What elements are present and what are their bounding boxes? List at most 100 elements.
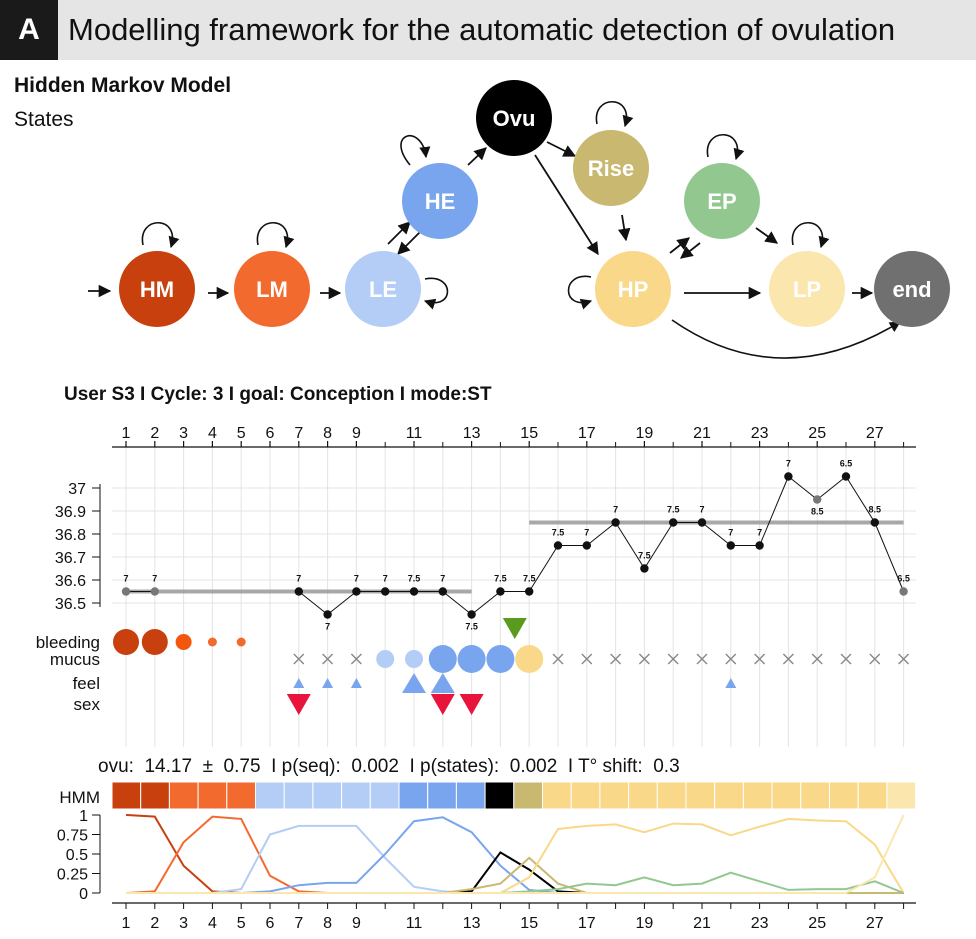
temperature-segment [442, 591, 472, 615]
feel-triangle [725, 678, 737, 688]
temperature-point-label: 7 [354, 574, 359, 584]
bleeding-dot [236, 637, 246, 647]
mucus-x-mark [754, 653, 766, 665]
bleeding-dot [113, 629, 139, 655]
temperature-point-label: 7 [699, 505, 704, 515]
temperature-point-label: 6.5 [840, 459, 853, 469]
top-axis-tick-label: 1 [122, 425, 131, 442]
self-loop-he [400, 135, 431, 166]
panel-banner [0, 0, 976, 60]
top-axis-tick-label: 6 [266, 425, 275, 442]
bottom-axis-tick-label: 19 [636, 915, 654, 932]
feel-triangle [402, 673, 426, 693]
temperature-point-label: 7 [440, 574, 445, 584]
top-axis-tick-label: 25 [808, 425, 826, 442]
temperature-point-label: 7.5 [494, 574, 507, 584]
temperature-point [611, 518, 620, 527]
temperature-point-label: 7 [296, 574, 301, 584]
mucus-x-mark [293, 653, 305, 665]
self-loop-hp [567, 275, 593, 310]
prob-y-tick-label: 0.5 [66, 847, 88, 864]
top-axis-tick-label: 7 [294, 425, 303, 442]
hmm-bar-cell [226, 781, 257, 810]
arrow-hp-ep [669, 237, 690, 254]
row-label-mucus: mucus [50, 650, 100, 669]
state-label-lm: LM [256, 277, 288, 302]
hmm-state-bar: HMM [59, 781, 917, 810]
sex-triangle [286, 694, 311, 715]
state-node-ep [684, 163, 760, 239]
hmm-bar-cell [599, 781, 630, 810]
bottom-axis-tick-label: 1 [122, 915, 131, 932]
temperature-point-label: 7.5 [552, 528, 565, 538]
temperature-point-label: 7 [757, 528, 762, 538]
temperature-point-label: 7.5 [465, 622, 478, 632]
top-axis-tick-label: 11 [406, 425, 423, 442]
arrow-rise-hp [617, 214, 631, 242]
temperature-point-label: 8.5 [811, 507, 824, 517]
temperature-point [669, 518, 678, 527]
temperature-point-label: 7 [584, 528, 589, 538]
hmm-bar-cell [140, 781, 170, 810]
state-diagram: HM LM LE HE Ovu Rise HP EP LP end [88, 80, 950, 359]
self-loop-lm [256, 222, 295, 249]
probability-series-line [126, 824, 904, 894]
top-axis-tick-label: 4 [208, 425, 217, 442]
top-axis-tick-label: 13 [463, 425, 481, 442]
bottom-axis-tick-label: 5 [237, 915, 246, 932]
temperature-segment [759, 476, 789, 546]
hmm-bar-cell [771, 781, 802, 810]
temperature-chart: 1 2 3 4 5 6 7 8 9 11 13 15 17 19 21 23 25 2736.536.636.73… [55, 425, 916, 747]
temperature-point [121, 587, 131, 596]
probability-series-line [126, 816, 904, 894]
mucus-dot [457, 645, 486, 673]
top-axis-tick-label: 2 [150, 425, 159, 442]
feel-triangle [350, 678, 362, 688]
top-axis-tick-label: 17 [578, 425, 596, 442]
state-label-ovu: Ovu [493, 106, 536, 131]
bottom-axis-tick-label: 13 [463, 915, 481, 932]
hmm-bar-cell [714, 781, 744, 810]
top-axis-tick-label: 21 [693, 425, 711, 442]
user-cycle-line: User S3 I Cycle: 3 I goal: Conception I … [64, 384, 492, 405]
temperature-point [784, 472, 793, 481]
temperature-point [726, 541, 735, 550]
temperature-point-label: 7 [325, 622, 330, 632]
bottom-axis-tick-label: 25 [808, 915, 826, 932]
bottom-axis-tick-label: 21 [693, 915, 711, 932]
y-tick-label: 36.8 [55, 527, 86, 544]
panel-letter: A [18, 13, 40, 46]
arrow-he-le [397, 231, 421, 255]
hmm-bar-cell [685, 781, 716, 810]
prob-y-tick-label: 1 [79, 808, 88, 825]
prob-y-tick-label: 0.75 [57, 828, 88, 845]
temperature-point-label: 8.5 [869, 505, 882, 515]
temperature-point [438, 587, 447, 596]
hmm-bar-cell [398, 781, 429, 810]
states-label: States [14, 108, 74, 131]
temperature-point-label: 6.5 [897, 574, 910, 584]
temperature-segment [471, 591, 501, 615]
hmm-bar-cell [542, 781, 572, 810]
state-label-hp: HP [618, 277, 649, 302]
arrow-ovu-rise [546, 141, 577, 157]
temperature-point-label: 7 [152, 574, 157, 584]
bottom-axis-tick-label: 9 [352, 915, 361, 932]
state-label-ep: EP [707, 189, 736, 214]
temperature-segment [528, 545, 559, 592]
mucus-x-mark [610, 653, 622, 665]
temperature-point [553, 541, 563, 550]
temperature-point-label: 7 [786, 459, 791, 469]
state-label-lp: LP [793, 277, 821, 302]
bottom-axis-tick-label: 8 [323, 915, 332, 932]
arrow-le-he [387, 221, 411, 245]
temperature-segment [845, 476, 876, 523]
mucus-x-mark [581, 653, 593, 665]
top-axis-tick-label: 9 [352, 425, 361, 442]
hmm-bar-cell [369, 781, 400, 810]
bottom-axis-tick-label: 3 [179, 915, 188, 932]
panel-title: Modelling framework for the automatic de… [68, 12, 896, 47]
temperature-segment [298, 591, 328, 615]
hmm-bar-cell [800, 781, 830, 810]
temperature-point-label: 7 [728, 528, 733, 538]
